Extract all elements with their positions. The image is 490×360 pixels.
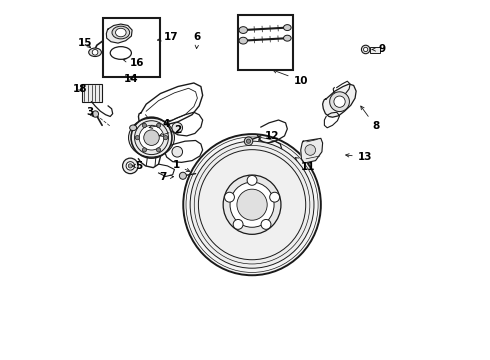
Ellipse shape xyxy=(239,27,247,33)
Ellipse shape xyxy=(223,175,281,234)
Polygon shape xyxy=(301,138,322,163)
Ellipse shape xyxy=(128,164,132,168)
Text: 15: 15 xyxy=(78,38,93,48)
Bar xyxy=(238,15,293,70)
Text: 9: 9 xyxy=(372,45,386,54)
Ellipse shape xyxy=(246,139,251,143)
Ellipse shape xyxy=(139,125,164,150)
Ellipse shape xyxy=(92,111,98,117)
Text: 17: 17 xyxy=(158,32,178,42)
Ellipse shape xyxy=(330,92,349,112)
Text: 13: 13 xyxy=(346,152,372,162)
Ellipse shape xyxy=(164,136,168,140)
Ellipse shape xyxy=(116,28,126,37)
Ellipse shape xyxy=(305,145,316,155)
Ellipse shape xyxy=(144,39,150,45)
Ellipse shape xyxy=(224,192,234,202)
Polygon shape xyxy=(106,24,132,43)
Text: 12: 12 xyxy=(258,131,280,141)
Ellipse shape xyxy=(142,148,147,152)
Ellipse shape xyxy=(130,125,137,131)
Ellipse shape xyxy=(230,182,274,227)
Ellipse shape xyxy=(172,147,183,157)
Ellipse shape xyxy=(172,122,183,133)
Ellipse shape xyxy=(122,158,138,174)
Ellipse shape xyxy=(247,175,257,185)
Ellipse shape xyxy=(334,96,345,107)
Ellipse shape xyxy=(89,48,101,57)
Ellipse shape xyxy=(142,123,147,127)
Text: 8: 8 xyxy=(361,106,379,131)
Ellipse shape xyxy=(237,189,267,220)
Text: 6: 6 xyxy=(194,32,201,49)
Text: 7: 7 xyxy=(159,172,173,182)
Ellipse shape xyxy=(284,35,291,41)
Ellipse shape xyxy=(233,220,243,229)
Text: 3: 3 xyxy=(86,107,94,117)
Ellipse shape xyxy=(92,49,98,55)
Text: 5: 5 xyxy=(132,161,143,171)
Ellipse shape xyxy=(156,148,161,152)
Text: 4: 4 xyxy=(149,119,171,129)
Text: 10: 10 xyxy=(273,70,308,86)
Ellipse shape xyxy=(362,45,370,54)
Text: 11: 11 xyxy=(295,158,316,172)
Ellipse shape xyxy=(156,123,161,127)
Text: 2: 2 xyxy=(159,125,182,136)
Ellipse shape xyxy=(245,137,253,145)
Text: 16: 16 xyxy=(123,58,145,68)
Ellipse shape xyxy=(239,37,247,44)
Bar xyxy=(103,18,160,77)
Ellipse shape xyxy=(190,141,314,268)
Ellipse shape xyxy=(112,26,130,39)
Ellipse shape xyxy=(198,150,306,260)
Ellipse shape xyxy=(270,192,280,202)
Text: 18: 18 xyxy=(73,84,88,94)
Polygon shape xyxy=(322,84,356,117)
Ellipse shape xyxy=(284,24,291,31)
Ellipse shape xyxy=(144,130,159,145)
Bar xyxy=(82,84,102,102)
Ellipse shape xyxy=(179,172,186,179)
Ellipse shape xyxy=(183,134,321,275)
Ellipse shape xyxy=(126,162,135,170)
Text: 14: 14 xyxy=(124,75,139,85)
Bar xyxy=(370,47,380,53)
Text: 1: 1 xyxy=(172,160,190,171)
Ellipse shape xyxy=(364,48,368,51)
Ellipse shape xyxy=(131,117,172,158)
Ellipse shape xyxy=(135,121,169,154)
Ellipse shape xyxy=(135,136,140,140)
Ellipse shape xyxy=(261,220,271,229)
